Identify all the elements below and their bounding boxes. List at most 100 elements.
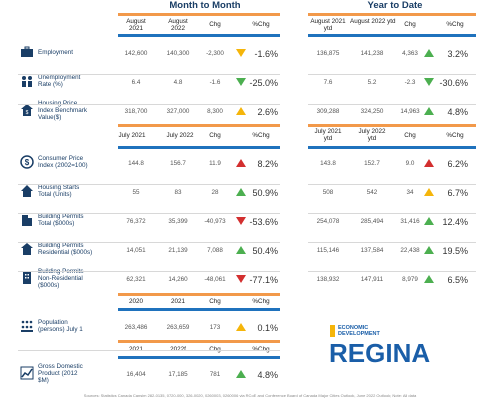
- value-chg: 8,300: [207, 108, 223, 115]
- ytd-curr: 324,250: [360, 108, 384, 115]
- logo-bars: [330, 325, 335, 337]
- ytd-prev: 115,146: [316, 247, 340, 254]
- ytd-curr: 542: [366, 189, 378, 196]
- trend-arrow-icon: [236, 370, 246, 378]
- value-prev: 55: [132, 189, 140, 196]
- ytd-chg: -2.3: [404, 79, 416, 86]
- value-curr: 21,139: [168, 247, 188, 254]
- row-label: Building Permits Residential ($000s): [38, 242, 93, 256]
- value-chg: -40,973: [204, 218, 226, 225]
- header-col: %Chg: [446, 132, 464, 139]
- header-col: %Chg: [252, 132, 270, 139]
- value-pct: -25.0%: [249, 78, 278, 88]
- value-chg: -2,300: [206, 50, 224, 57]
- header-col: Chg: [209, 132, 221, 139]
- ytd-chg: 4,363: [402, 50, 418, 57]
- ytd-chg: 14,963: [400, 108, 420, 115]
- building-icon: [20, 213, 34, 227]
- ytd-chg: 34: [406, 189, 414, 196]
- people-icon: [20, 74, 34, 88]
- row-separator: [308, 74, 476, 75]
- row-label: Building Permits Total ($000s): [38, 213, 84, 227]
- chart-icon: [20, 366, 34, 380]
- ytd-curr: 137,584: [360, 247, 384, 254]
- header-col: August 2022: [168, 18, 188, 32]
- trend-arrow-icon: [236, 323, 246, 331]
- ytd-prev: 508: [322, 189, 334, 196]
- value-curr: 14,260: [168, 276, 188, 283]
- row-label: Gross Domestic Product (2012 $M): [38, 362, 83, 384]
- house-price-icon: $: [20, 103, 34, 117]
- value-pct: 4.8%: [257, 370, 278, 380]
- header-col: 2020: [128, 298, 143, 305]
- ytd-prev: 138,932: [316, 276, 340, 283]
- row-separator: [308, 271, 476, 272]
- ytd-curr: 152.7: [364, 160, 380, 167]
- ytd-pct: 12.4%: [442, 217, 468, 227]
- value-prev: 16,404: [126, 371, 146, 378]
- ytd-prev: 136,875: [316, 50, 340, 57]
- value-pct: -77.1%: [249, 275, 278, 285]
- footer-sources: Sources: Statistics Canada Cansim 282-01…: [83, 393, 417, 398]
- ytd-prev: 309,288: [316, 108, 340, 115]
- ytd-pct: 6.2%: [447, 159, 468, 169]
- row-separator: [18, 184, 280, 185]
- ytd-trend-arrow-icon: [424, 275, 434, 283]
- row-separator: [308, 242, 476, 243]
- header-col: August 2021: [126, 18, 146, 32]
- value-curr: 17,185: [168, 371, 188, 378]
- trend-arrow-icon: [236, 188, 246, 196]
- value-prev: 6.4: [131, 79, 141, 86]
- header-col: %Chg: [446, 21, 464, 28]
- population-icon: [20, 319, 34, 333]
- ytd-chg: 8,979: [402, 276, 418, 283]
- header-col: July 2022: [166, 132, 194, 139]
- header-col: Chg: [200, 346, 230, 353]
- ytd-pct: 6.7%: [447, 188, 468, 198]
- month-to-month-title: Month to Month: [169, 0, 241, 11]
- logo-small-2: DEVELOPMENT: [338, 331, 380, 337]
- ytd-prev: 143.8: [320, 160, 336, 167]
- ytd-bar-blue-2: [308, 146, 476, 149]
- office-icon: [20, 271, 34, 285]
- trend-arrow-icon: [236, 159, 246, 167]
- trend-arrow-icon: [236, 217, 246, 225]
- trend-arrow-icon: [236, 107, 246, 115]
- ytd-chg: 22,438: [400, 247, 420, 254]
- row-separator: [18, 74, 280, 75]
- house-icon: [20, 184, 34, 198]
- row-separator: [18, 242, 280, 243]
- value-curr: 156.7: [170, 160, 186, 167]
- logo-regina: REGINA: [329, 338, 431, 368]
- row-label: Housing Price Index Benchmark Value($): [38, 99, 88, 121]
- value-chg: -1.6: [209, 79, 221, 86]
- value-prev: 263,486: [124, 324, 148, 331]
- header-col: July 2021 ytd: [314, 128, 342, 142]
- month-bar-blue-4: [118, 356, 280, 359]
- ytd-trend-arrow-icon: [424, 49, 434, 57]
- value-chg: -48,061: [204, 276, 226, 283]
- value-chg: 781: [209, 371, 221, 378]
- value-curr: 263,659: [166, 324, 190, 331]
- ytd-pct: 3.2%: [447, 49, 468, 59]
- ytd-pct: 6.5%: [447, 275, 468, 285]
- ytd-bar-1: [308, 13, 476, 16]
- row-separator: [308, 213, 476, 214]
- row-separator: [308, 104, 476, 105]
- value-prev: 144.8: [128, 160, 144, 167]
- ytd-prev: 254,078: [316, 218, 340, 225]
- row-label: Population (persons) July 1: [38, 319, 83, 333]
- month-bar-blue-3: [118, 308, 280, 311]
- ytd-trend-arrow-icon: [424, 246, 434, 254]
- month-bar-1: [118, 13, 280, 16]
- ytd-curr: 285,494: [360, 218, 384, 225]
- row-label: Employment: [38, 48, 73, 56]
- row-separator: [18, 213, 280, 214]
- value-pct: 50.4%: [252, 246, 278, 256]
- row-separator: [18, 104, 280, 105]
- value-pct: -1.6%: [254, 49, 278, 59]
- header-col: 2021: [170, 298, 185, 305]
- logo-small-1: ECONOMIC: [338, 325, 369, 331]
- row-label: Consumer Price Index (2002=100): [38, 155, 88, 169]
- ytd-curr: 141,238: [360, 50, 384, 57]
